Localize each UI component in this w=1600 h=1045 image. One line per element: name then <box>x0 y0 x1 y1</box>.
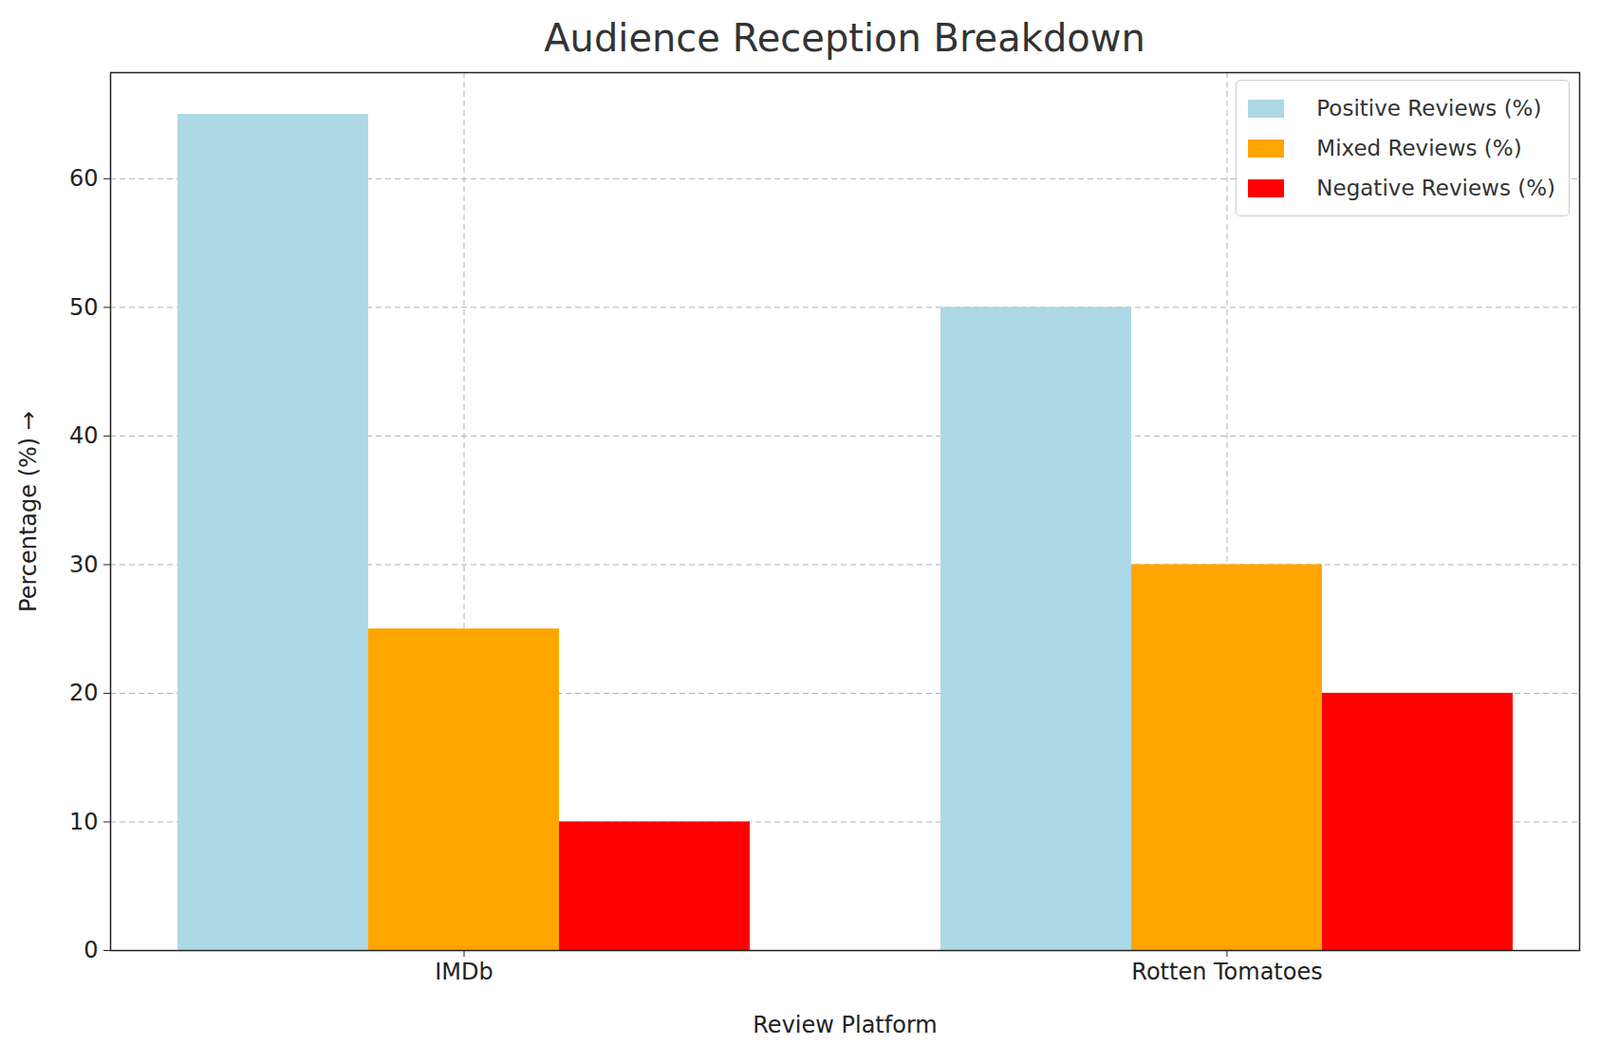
svg-text:Percentage (%) →: Percentage (%) → <box>15 410 42 613</box>
html-text:Negative Reviews (%): Negative Reviews (%) <box>1316 175 1556 201</box>
svg-text:0: 0 <box>83 936 98 964</box>
svg-text:50: 50 <box>69 294 99 321</box>
svg-text:20: 20 <box>69 679 99 707</box>
svg-text:IMDb: IMDb <box>434 958 494 986</box>
svg-text:40: 40 <box>69 422 99 449</box>
svg-text:Review Platform: Review Platform <box>752 1011 937 1039</box>
svg-text:30: 30 <box>69 551 99 578</box>
html-text:Audience Reception Breakdown: Audience Reception Breakdown <box>543 16 1146 60</box>
svg-text:60: 60 <box>69 165 99 192</box>
html-text:Mixed Reviews (%): Mixed Reviews (%) <box>1316 135 1522 161</box>
html-text:Positive Reviews (%): Positive Reviews (%) <box>1316 95 1542 121</box>
svg-text:Rotten Tomatoes: Rotten Tomatoes <box>1131 958 1322 986</box>
svg-text:10: 10 <box>69 808 99 836</box>
